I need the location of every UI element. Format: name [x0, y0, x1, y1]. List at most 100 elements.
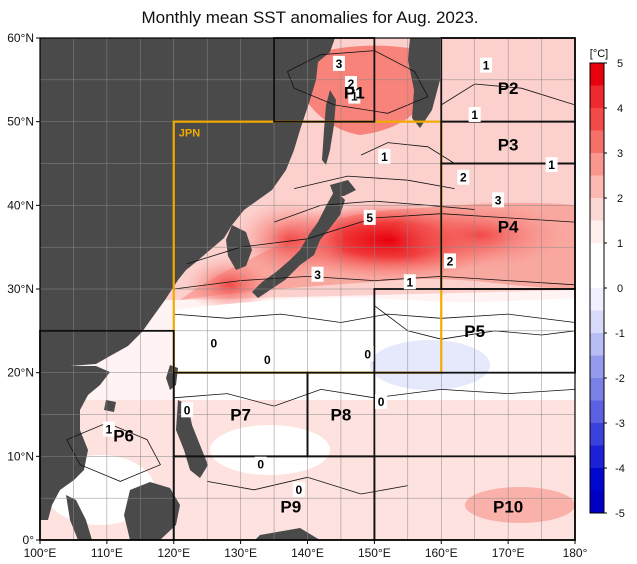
region-label-p8: P8	[331, 406, 352, 425]
contour-label: 1	[106, 423, 113, 437]
contour-label-bg	[332, 55, 345, 71]
kamchatka	[408, 38, 440, 128]
contour-label-bg	[344, 76, 357, 92]
colorbar-swatch	[590, 423, 604, 446]
contour-label-bg	[311, 266, 324, 282]
colorbar-tick-label: 5	[617, 58, 623, 70]
contour-line	[294, 175, 455, 189]
contour-label: 5	[366, 211, 373, 225]
contour-line	[374, 305, 575, 340]
contour-label: 1	[406, 275, 413, 289]
x-tick-label: 110°E	[91, 546, 123, 560]
contour-line	[173, 313, 575, 323]
warm-japan-sea	[235, 200, 345, 280]
y-tick-label: 60°N	[7, 31, 34, 45]
contour-label-bg	[545, 157, 558, 173]
x-tick-label: 170°E	[492, 546, 525, 560]
hainan	[104, 400, 116, 412]
land-masses	[40, 38, 440, 540]
colorbar-swatch	[590, 310, 604, 334]
contour-label: 2	[447, 254, 454, 268]
colorbar-tick-label: 1	[617, 238, 623, 250]
x-tick-label: 130°E	[224, 546, 257, 560]
contour-label-bg	[292, 481, 305, 497]
contour-label: 2	[348, 77, 355, 91]
colorbar-tick-label: -1	[615, 328, 625, 340]
region-label-p4: P4	[498, 217, 519, 236]
contour-line	[173, 388, 575, 407]
sakhalin	[322, 90, 336, 165]
contour-label: 2	[460, 171, 467, 185]
colorbar-swatch	[590, 85, 604, 109]
jpn-box-label: JPN	[179, 128, 200, 140]
malay-peninsula	[66, 495, 92, 540]
contour-label: 1	[351, 90, 358, 104]
region-label-p9: P9	[280, 498, 301, 517]
contour-label-bg	[443, 253, 456, 269]
contour-label-bg	[207, 335, 220, 351]
colorbar-swatch	[590, 445, 604, 469]
contour-label: 0	[211, 336, 218, 350]
colorbar: [°C] 5 4 3 2 1 0 -1 -2 -3 -4 -5	[589, 48, 625, 520]
contour-label: 0	[184, 403, 191, 417]
japan-honshu	[252, 190, 345, 298]
contour-label-bg	[375, 393, 388, 409]
colorbar-swatch	[590, 490, 604, 514]
new-guinea-edge	[255, 528, 320, 540]
y-tick-label: 0°	[23, 533, 35, 547]
x-tick-label: 180°	[563, 546, 588, 560]
colorbar-swatch	[590, 288, 604, 311]
region-label-p7: P7	[230, 406, 251, 425]
colorbar-swatch	[590, 468, 604, 491]
contour-label: 0	[295, 483, 302, 497]
region-label-p10: P10	[493, 498, 523, 517]
contour-label-bg	[468, 106, 481, 122]
y-tick-label: 20°N	[7, 366, 34, 380]
chart-title: Monthly mean SST anomalies for Aug. 2023…	[141, 8, 479, 27]
y-tick-label: 40°N	[7, 198, 34, 212]
region-labels: P1 P2 P3 P4 P5 P6 P7 P8 P9 P10	[113, 79, 523, 516]
colorbar-swatch	[590, 220, 604, 244]
contour-label-bg	[363, 209, 376, 225]
region-label-p3: P3	[498, 135, 519, 154]
contour-label-bg	[254, 456, 267, 472]
warm-east-china-sea	[185, 257, 275, 313]
colorbar-swatch	[590, 400, 604, 424]
contour-label: 1	[483, 59, 490, 73]
colorbar-swatch	[590, 108, 604, 131]
contour-label: 1	[548, 158, 555, 172]
map-axes: 100°E 110°E 120°E 130°E 140°E 150°E 160°E 170°E…	[7, 31, 587, 560]
region-label-p1: P1	[344, 83, 365, 102]
contour-label: 0	[257, 458, 264, 472]
contour-label-bg	[261, 352, 274, 368]
contour-label-bg	[361, 346, 374, 362]
japan-hokkaido	[330, 180, 356, 196]
colorbar-swatch	[590, 153, 604, 176]
colorbar-swatch	[590, 63, 604, 86]
philippines	[176, 400, 208, 478]
contour-label: 0	[364, 347, 371, 361]
colorbar-tick-label: 2	[617, 193, 623, 205]
warm-east-of-japan	[390, 200, 570, 270]
colorbar-swatch	[590, 130, 604, 154]
asia-continent	[40, 38, 335, 366]
contour-label-bg	[181, 402, 194, 418]
contour-label-bg	[457, 169, 470, 185]
region-label-p5: P5	[464, 322, 485, 341]
y-tick-label: 50°N	[7, 115, 34, 129]
cool-anomaly-patch	[370, 340, 490, 390]
borneo	[124, 482, 180, 540]
colorbar-swatch	[590, 243, 604, 266]
colorbar-swatch	[590, 333, 604, 356]
contour-label: 1	[381, 150, 388, 164]
neutral-patch-p7	[210, 425, 330, 475]
x-tick-label: 120°E	[157, 546, 190, 560]
indochina	[40, 366, 110, 520]
contour-label-bg	[378, 148, 391, 164]
colorbar-tick-label: -4	[615, 463, 625, 475]
contour-label-bg	[403, 274, 416, 290]
contour-line	[441, 83, 575, 106]
warm-patch-p10	[465, 487, 575, 523]
